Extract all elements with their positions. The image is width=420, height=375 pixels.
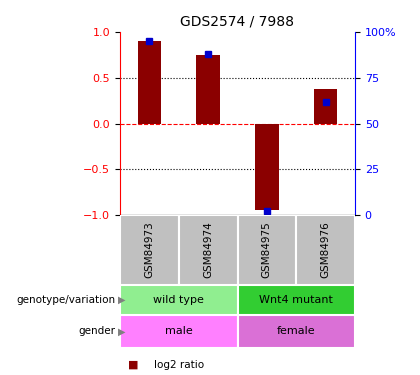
Text: wild type: wild type xyxy=(153,295,204,305)
Bar xyxy=(314,89,337,123)
Text: log2 ratio: log2 ratio xyxy=(154,360,204,370)
Bar xyxy=(255,123,278,210)
Text: GSM84974: GSM84974 xyxy=(203,222,213,278)
Text: gender: gender xyxy=(79,327,116,336)
Text: GSM84973: GSM84973 xyxy=(144,222,155,278)
Text: ▶: ▶ xyxy=(118,295,126,305)
Bar xyxy=(237,315,355,348)
Text: ■: ■ xyxy=(129,360,139,370)
Bar xyxy=(237,285,355,315)
Text: Wnt4 mutant: Wnt4 mutant xyxy=(259,295,333,305)
Bar xyxy=(138,41,161,123)
Bar xyxy=(237,215,296,285)
Text: genotype/variation: genotype/variation xyxy=(17,295,116,305)
Bar xyxy=(120,315,237,348)
Text: GSM84975: GSM84975 xyxy=(262,222,272,278)
Text: GSM84976: GSM84976 xyxy=(320,222,331,278)
Text: ▶: ▶ xyxy=(118,327,126,336)
Bar xyxy=(197,55,220,123)
Bar xyxy=(120,285,237,315)
Bar xyxy=(120,215,179,285)
Bar xyxy=(179,215,237,285)
Text: male: male xyxy=(165,327,193,336)
Text: female: female xyxy=(277,327,315,336)
Title: GDS2574 / 7988: GDS2574 / 7988 xyxy=(181,14,294,28)
Bar xyxy=(296,215,355,285)
